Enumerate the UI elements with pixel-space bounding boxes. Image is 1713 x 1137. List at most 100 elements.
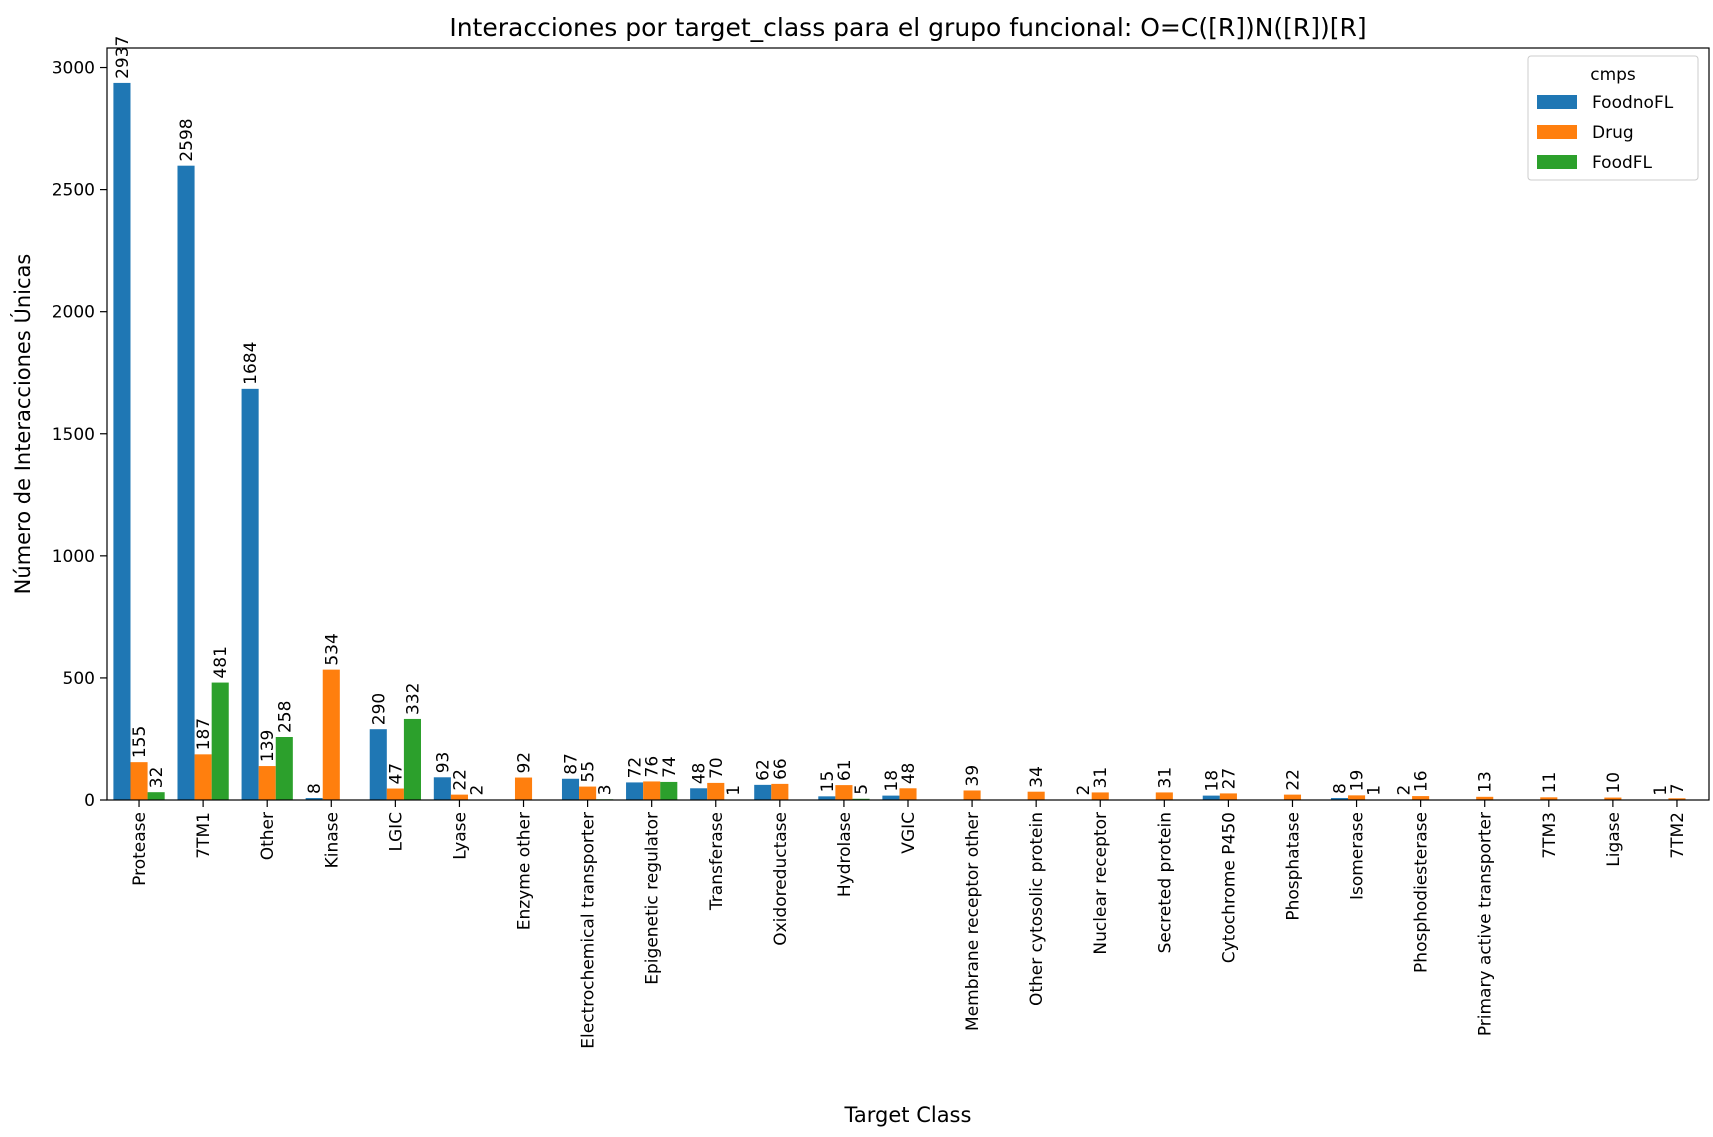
bar [690, 788, 708, 800]
bar [1202, 795, 1220, 800]
bar [1540, 797, 1558, 800]
data-label: 22 [450, 769, 470, 791]
data-label: 8 [305, 783, 325, 794]
data-label: 8 [1330, 783, 1350, 794]
x-tick-label: VGIC [899, 812, 919, 854]
data-label: 481 [211, 646, 231, 678]
x-tick-label: Nuclear receptor [1091, 812, 1111, 955]
bar [433, 777, 451, 800]
data-label: 1 [1365, 785, 1385, 796]
x-axis-label: Target Class [844, 1103, 972, 1127]
x-tick-label: Epigenetic regulator [643, 812, 663, 985]
bar [1027, 791, 1045, 800]
x-tick-label: Other [258, 812, 278, 860]
data-label: 10 [1604, 772, 1624, 794]
bar [450, 794, 468, 800]
bar [899, 788, 917, 800]
x-tick-label: Oxidoreductase [771, 812, 791, 946]
data-label: 70 [707, 757, 727, 779]
data-label: 2 [1074, 785, 1094, 796]
data-label: 19 [1348, 770, 1368, 792]
data-label: 2598 [177, 118, 197, 161]
data-label: 258 [275, 701, 295, 733]
bar [1604, 797, 1622, 800]
bar [771, 783, 789, 800]
data-label: 290 [369, 693, 389, 725]
data-label: 187 [194, 718, 214, 750]
data-label: 87 [562, 753, 582, 775]
bar [643, 781, 661, 800]
legend-entry: Drug [1592, 123, 1634, 143]
bar [258, 766, 276, 800]
bar [322, 669, 340, 800]
y-tick-label: 2000 [52, 303, 95, 323]
data-label: 534 [322, 633, 342, 665]
legend-swatch [1537, 95, 1577, 109]
bar [211, 682, 229, 800]
data-label: 13 [1476, 771, 1496, 793]
data-label: 2 [1395, 785, 1415, 796]
data-label: 62 [754, 759, 774, 781]
y-tick-label: 500 [63, 669, 95, 689]
x-tick-label: Enzyme other [515, 812, 535, 930]
bar [514, 777, 533, 800]
legend-box [1527, 55, 1699, 181]
data-labels: 2937155322598187481168413925885342904733… [113, 36, 1688, 796]
bar [177, 165, 195, 801]
chart-title: Interacciones por target_class para el g… [449, 13, 1366, 42]
legend-entry: FoodnoFL [1592, 93, 1674, 113]
data-label: 31 [1155, 767, 1175, 789]
legend-swatch [1537, 155, 1577, 169]
data-label: 47 [386, 763, 406, 785]
x-tick-label: Hydrolase [835, 812, 855, 897]
bar [130, 762, 148, 800]
data-label: 76 [643, 756, 663, 778]
legend-entry: FoodFL [1592, 153, 1653, 173]
data-label: 5 [852, 784, 872, 795]
bar [194, 754, 212, 800]
bar [754, 784, 772, 800]
x-tick-label: Protease [130, 812, 150, 886]
bar [660, 781, 678, 800]
y-tick-label: 3000 [52, 59, 95, 79]
data-label: 3 [596, 784, 616, 795]
legend-title: cmps [1590, 65, 1636, 85]
x-tick-label: Phosphodiesterase [1412, 812, 1432, 973]
bar [1412, 796, 1430, 800]
data-label: 93 [433, 752, 453, 774]
bar [403, 718, 421, 800]
bar [275, 737, 293, 800]
data-label: 1 [724, 785, 744, 796]
bar [386, 788, 404, 800]
data-label: 61 [835, 759, 855, 781]
data-label: 1684 [241, 342, 261, 385]
bar [818, 796, 836, 800]
data-label: 2 [468, 785, 488, 796]
data-label: 48 [899, 763, 919, 785]
y-tick-label: 1500 [52, 425, 95, 445]
data-label: 332 [403, 682, 423, 714]
y-tick-label: 0 [84, 791, 95, 811]
bar [561, 778, 580, 800]
y-axis-ticks: 0 500 1000 1500 2000 2500 3000 [52, 59, 107, 811]
x-tick-label: LGIC [386, 812, 406, 852]
x-tick-label: Transferase [707, 812, 727, 911]
x-tick-label: 7TM2 [1668, 812, 1688, 859]
x-tick-label: Kinase [322, 812, 342, 868]
data-label: 27 [1219, 768, 1239, 790]
bar [963, 790, 981, 800]
x-tick-label: Membrane receptor other [963, 812, 983, 1031]
bar [835, 785, 853, 800]
data-label: 72 [626, 757, 646, 779]
data-label: 92 [515, 752, 535, 774]
y-axis-label: Número de Interacciones Únicas [10, 254, 35, 595]
y-tick-label: 2500 [52, 181, 95, 201]
data-label: 39 [963, 765, 983, 787]
data-label: 32 [147, 767, 167, 789]
data-label: 48 [690, 763, 710, 785]
data-label: 15 [818, 771, 838, 793]
x-axis-ticks: Protease 7TM1 Other Kinase LGIC Lyase Enzyme o… [130, 800, 1688, 1049]
legend-swatch [1537, 125, 1577, 139]
bar [1283, 794, 1302, 800]
data-label: 16 [1412, 770, 1432, 792]
